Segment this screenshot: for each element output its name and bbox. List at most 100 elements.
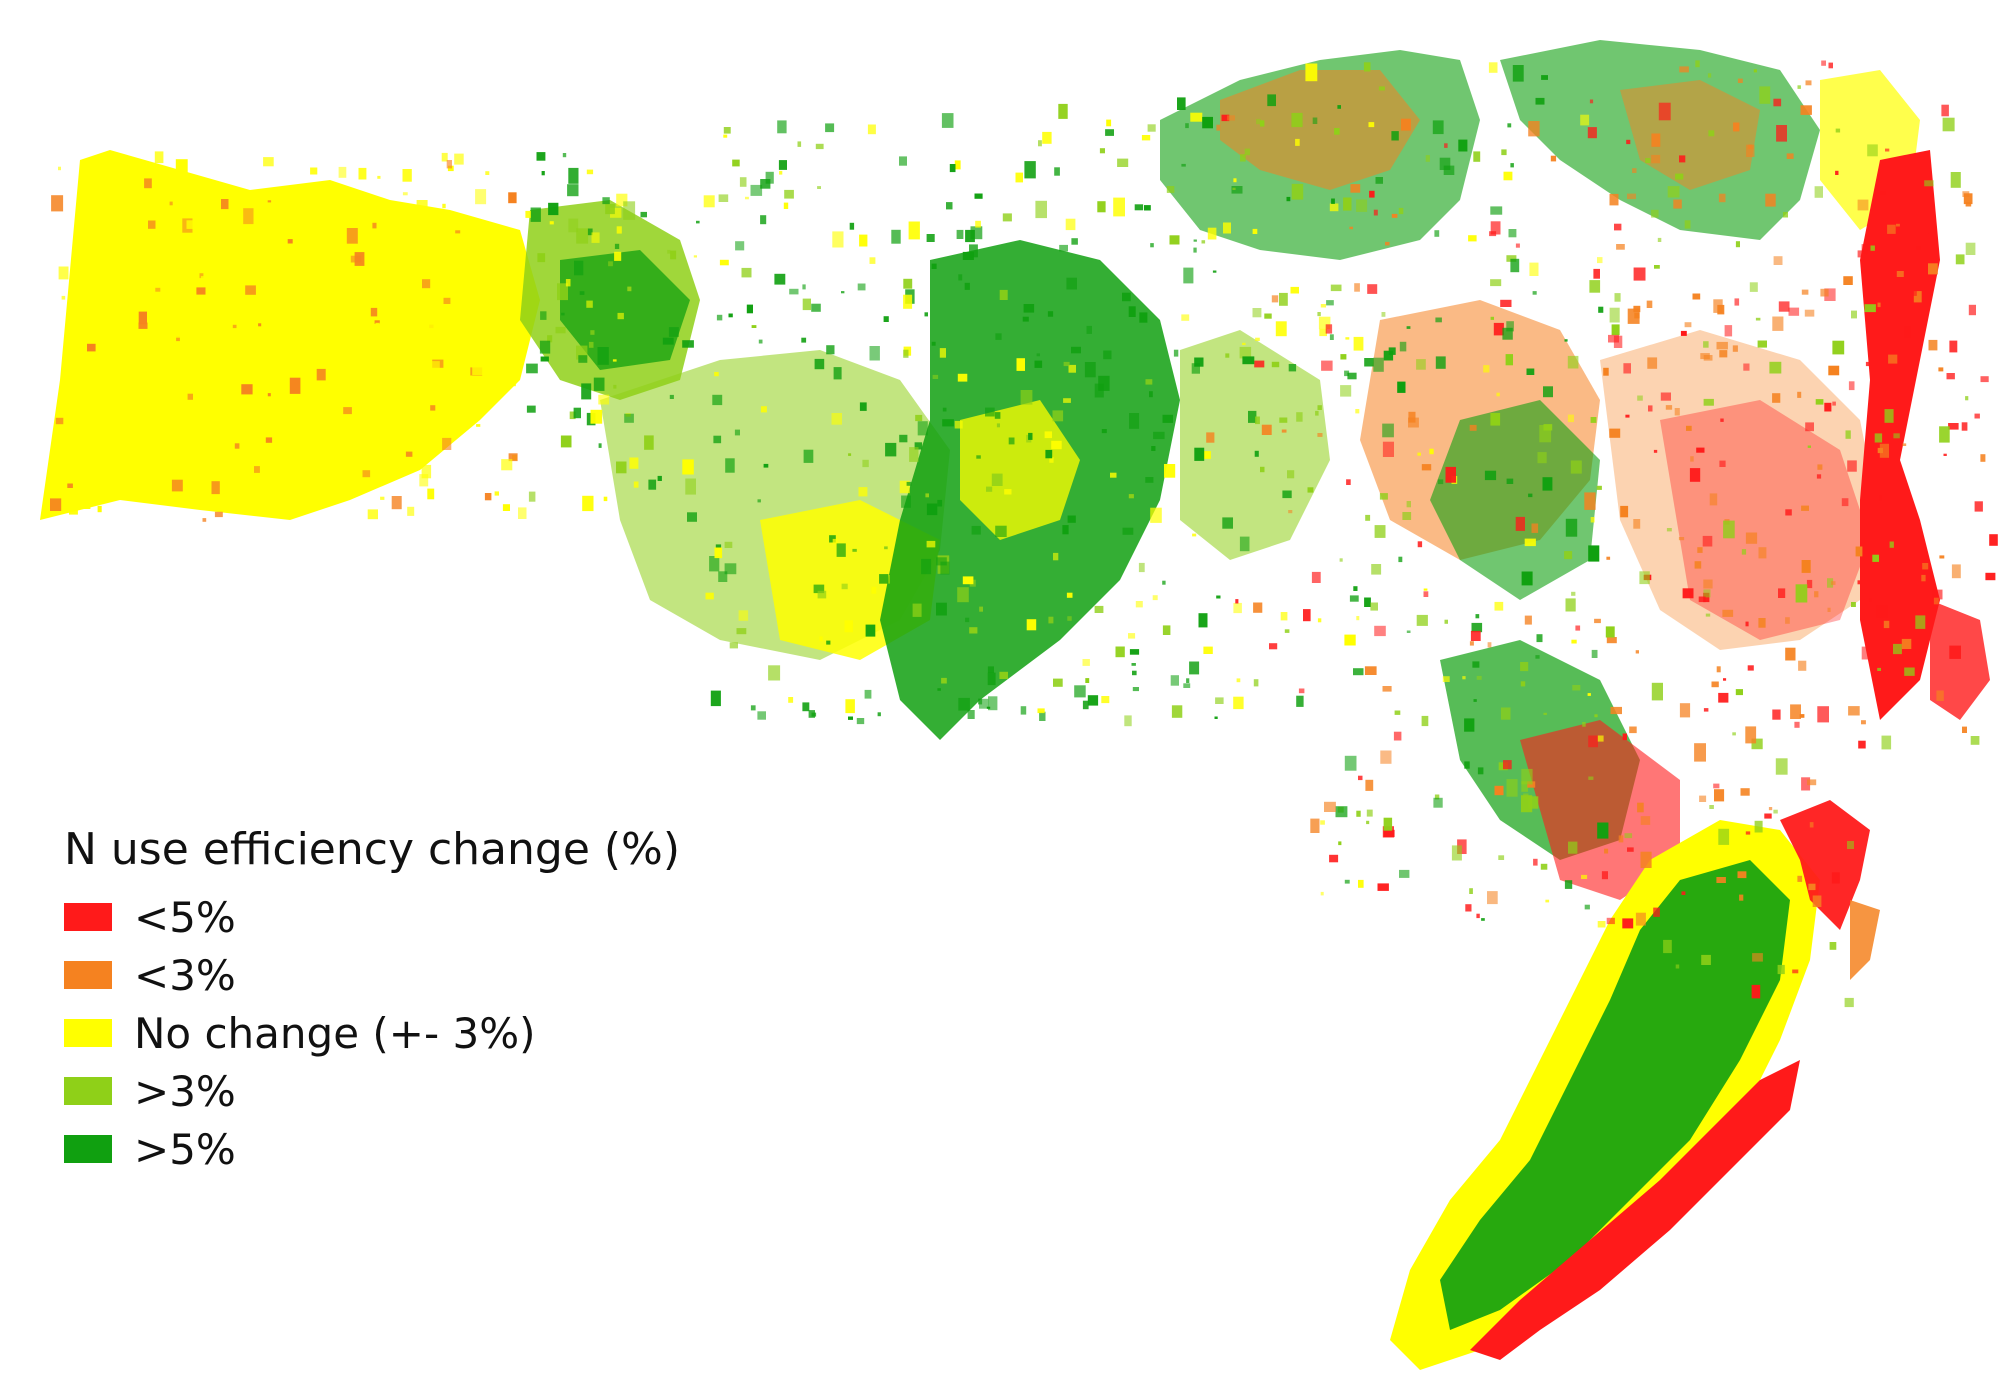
raster-cell [1797, 391, 1802, 398]
raster-cell [614, 251, 622, 261]
raster-cell [1481, 918, 1485, 921]
raster-cell [1714, 789, 1725, 802]
map-speckle [50, 60, 1998, 1008]
raster-cell [1877, 302, 1881, 308]
raster-cell [1520, 681, 1526, 687]
raster-cell [1016, 358, 1025, 371]
raster-cell [1152, 595, 1158, 601]
raster-cell [1603, 367, 1609, 376]
raster-cell [1394, 710, 1401, 715]
raster-cell [1035, 200, 1047, 219]
raster-cell [1379, 493, 1388, 500]
raster-cell [1692, 293, 1701, 300]
raster-cell [1678, 537, 1685, 541]
raster-cell [1698, 596, 1706, 603]
raster-cell [1939, 426, 1950, 443]
raster-cell [1315, 410, 1319, 416]
raster-cell [825, 123, 835, 133]
raster-cell [1377, 883, 1389, 891]
raster-cell [1970, 736, 1980, 745]
raster-cell [430, 361, 440, 370]
raster-cell [1417, 541, 1423, 548]
raster-cell [1151, 446, 1156, 451]
raster-cell [65, 467, 75, 474]
raster-cell [917, 421, 928, 436]
raster-cell [1469, 888, 1473, 894]
raster-cell [310, 167, 318, 175]
raster-cell [891, 229, 901, 244]
raster-cell [623, 201, 636, 220]
raster-cell [502, 504, 510, 511]
raster-cell [1355, 409, 1360, 414]
raster-cell [912, 603, 922, 617]
raster-cell [1697, 547, 1703, 553]
legend-label-gt5: >5% [134, 1124, 236, 1174]
raster-cell [597, 347, 609, 365]
raster-cell [55, 417, 64, 425]
raster-cell [1271, 295, 1279, 303]
raster-cell [848, 453, 852, 456]
raster-cell [1591, 649, 1598, 658]
raster-cell [1098, 375, 1110, 391]
raster-cell [1203, 646, 1213, 654]
raster-cell [1526, 368, 1535, 375]
raster-cell [1476, 913, 1480, 919]
raster-cell [232, 302, 237, 306]
raster-cell [931, 341, 936, 346]
raster-cell [831, 413, 842, 425]
raster-cell [196, 287, 206, 295]
raster-cell [1047, 311, 1054, 317]
raster-cell [1221, 114, 1230, 122]
raster-cell [484, 283, 496, 300]
raster-cell [288, 413, 299, 421]
raster-cell [908, 221, 920, 240]
raster-cell [1955, 254, 1965, 265]
legend-item-gt5: >5% [64, 1120, 704, 1178]
raster-cell [1891, 612, 1901, 618]
raster-cell [1768, 807, 1773, 811]
raster-cell [954, 420, 963, 429]
raster-cell [539, 340, 551, 354]
raster-cell [1038, 140, 1042, 147]
raster-cell [978, 698, 983, 705]
raster-cell [1817, 706, 1829, 723]
raster-cell [1338, 841, 1342, 846]
raster-cell [1487, 891, 1498, 905]
raster-cell [1637, 802, 1644, 813]
raster-cell [1812, 895, 1822, 907]
raster-cell [528, 491, 536, 502]
raster-cell [1705, 613, 1711, 617]
raster-cell [1949, 645, 1961, 659]
raster-cell [1924, 180, 1934, 187]
raster-cell [962, 251, 974, 260]
raster-cell [1684, 220, 1691, 229]
raster-cell [783, 202, 789, 209]
raster-cell [147, 492, 154, 497]
raster-cell [687, 512, 697, 522]
raster-cell [1703, 398, 1714, 406]
legend-swatch-no-change [64, 1019, 112, 1047]
raster-cell [969, 244, 978, 258]
raster-cell [797, 141, 802, 147]
raster-cell [216, 273, 222, 278]
raster-cell [1974, 501, 1983, 512]
raster-cell [931, 263, 937, 269]
raster-cell [1542, 477, 1553, 491]
raster-cell [1129, 649, 1140, 655]
raster-cell [644, 435, 654, 450]
raster-cell [1421, 715, 1429, 727]
raster-cell [1225, 353, 1230, 358]
raster-cell [1584, 492, 1596, 510]
raster-cell [1058, 103, 1068, 119]
raster-cell [729, 642, 738, 649]
raster-cell [1913, 291, 1922, 303]
raster-cell [926, 540, 936, 548]
raster-cell [714, 547, 723, 559]
raster-cell [242, 420, 249, 429]
raster-cell [1722, 609, 1734, 617]
raster-cell [1505, 354, 1513, 366]
legend-item-lt3: <3% [64, 946, 704, 1004]
raster-cell [1216, 124, 1221, 131]
raster-cell [1402, 512, 1412, 520]
raster-cell [750, 705, 756, 711]
